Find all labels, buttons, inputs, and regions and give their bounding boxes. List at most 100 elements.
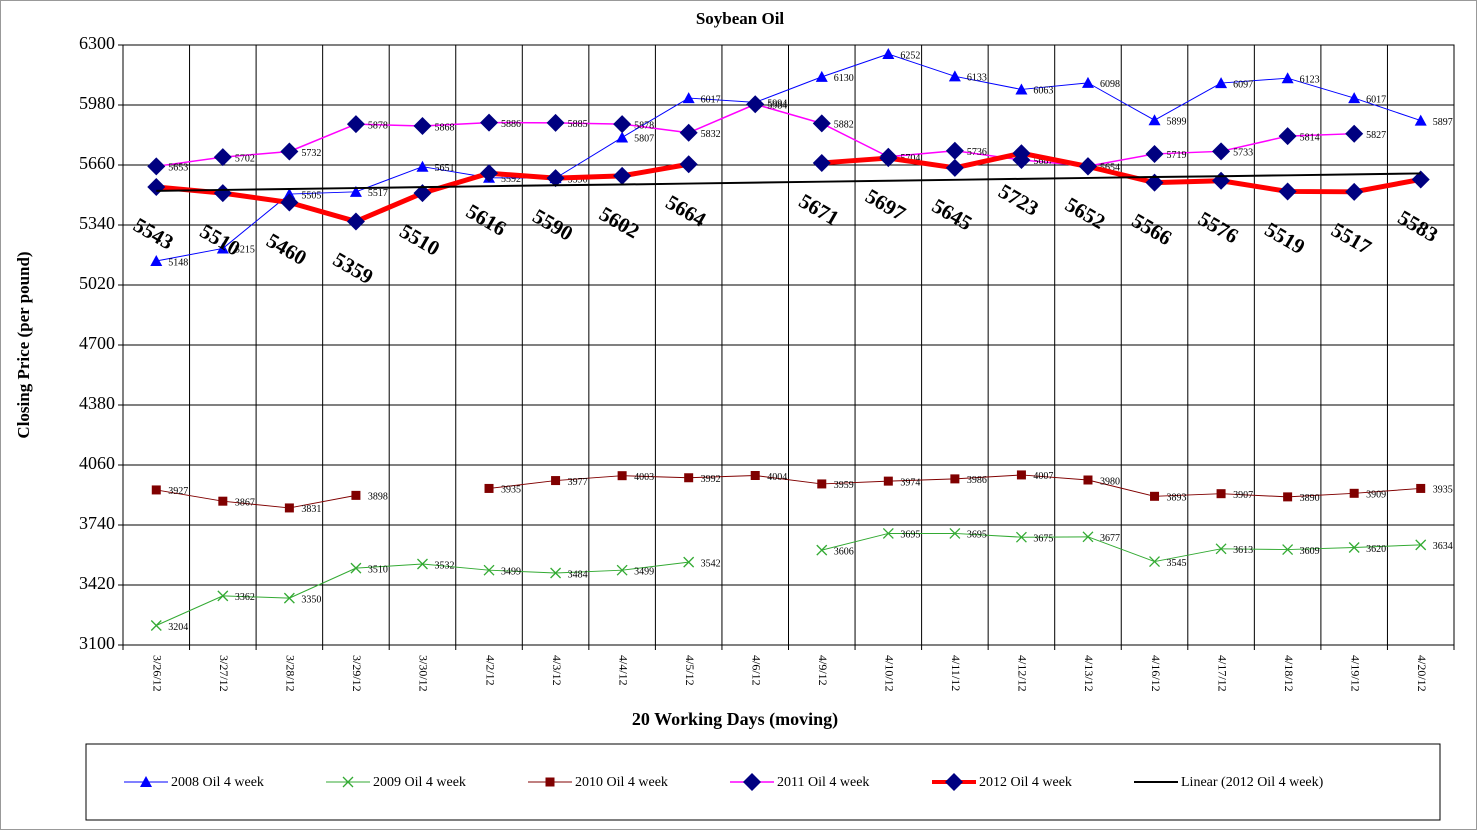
data-point [746,95,765,114]
data-point [683,556,695,568]
data-label: 3350 [301,594,321,605]
data-label: 5994 [767,99,787,110]
x-tick-label: 4/10/12 [883,655,897,692]
data-label: 3974 [900,477,920,488]
data-point [616,564,628,576]
data-label: 3695 [900,530,920,541]
data-label: 3609 [1300,546,1320,557]
data-label: 5733 [1233,148,1253,159]
legend-marker [743,773,761,791]
data-point [950,474,960,484]
y-tick-label: 5340 [79,213,115,233]
data-point [882,48,895,59]
data-label: 5827 [1366,130,1386,141]
legend-label: Linear (2012 Oil 4 week) [1181,775,1324,790]
data-label: 6017 [701,94,721,105]
data-label: 3893 [1167,493,1187,504]
data-point [948,70,961,82]
data-point [684,473,694,483]
data-point [1282,544,1294,556]
x-tick-label: 4/16/12 [1149,655,1163,692]
data-point [480,164,499,183]
data-label: 5886 [501,119,521,130]
data-point [416,160,429,172]
legend-label: 2012 Oil 4 week [979,775,1072,790]
data-point [682,92,695,104]
data-label: 5878 [368,120,388,131]
data-point [1411,170,1430,189]
data-label: 3677 [1100,533,1120,544]
legend-marker [945,773,963,791]
data-label: 3613 [1233,545,1253,556]
data-point [1016,470,1026,480]
data-label: 5590 [568,174,588,185]
data-label: 5653 [168,163,188,174]
legend-marker [140,776,152,787]
data-label: 3532 [434,560,454,571]
data-label: 5732 [301,148,321,159]
data-point [213,148,232,167]
data-point [817,479,827,489]
data-point [150,620,162,631]
data-point [1015,83,1028,95]
data-label: 5832 [701,129,721,140]
data-label: 3675 [1033,533,1053,544]
data-point [147,157,166,176]
data-point [346,115,365,134]
data-point [151,485,161,495]
data-point [1281,72,1294,84]
legend-marker [342,776,354,788]
data-point [1216,489,1226,499]
data-label: 6133 [967,73,987,84]
data-label: 5878 [634,120,654,131]
x-tick-label: 4/12/12 [1016,655,1030,692]
data-point [1278,182,1297,201]
data-point [546,169,565,188]
data-label: 3935 [1433,485,1453,496]
data-label: 3927 [168,486,188,497]
y-tick-label: 4700 [79,333,115,353]
data-label: 3204 [168,622,188,633]
data-label: 6123 [1300,74,1320,85]
data-point [484,483,494,493]
data-point [417,558,428,570]
data-label: 3606 [834,546,854,557]
data-point [1015,531,1027,543]
data-label: 6130 [834,73,854,84]
data-label: 3362 [235,592,255,603]
data-point [613,166,632,185]
x-tick-label: 4/13/12 [1082,655,1096,692]
x-tick-label: 3/28/12 [284,655,298,692]
data-label: 5984 [767,101,787,112]
data-point [483,564,495,576]
data-point [812,153,831,172]
x-tick-label: 4/20/12 [1415,655,1429,692]
data-point [546,113,565,132]
data-label: 5736 [967,147,987,158]
data-label: 5702 [235,153,255,164]
data-label: 3977 [568,477,588,488]
data-point [815,70,828,82]
x-tick-label: 4/9/12 [816,655,830,686]
x-tick-label: 4/11/12 [949,655,963,691]
data-point [1145,173,1164,192]
data-point [1148,114,1161,126]
data-point [949,527,961,539]
y-tick-label: 3740 [79,513,115,533]
data-label: 3890 [1300,493,1320,504]
y-tick-label: 5020 [79,273,115,293]
legend-label: 2008 Oil 4 week [171,775,264,790]
y-tick-label: 4380 [79,393,115,413]
data-label: 3510 [368,564,388,575]
data-point [883,476,893,486]
data-point [284,503,294,513]
x-tick-label: 3/26/12 [151,655,165,692]
data-point [1078,157,1097,176]
data-point [280,142,299,161]
data-label: 5868 [434,122,454,133]
data-label: 3909 [1366,490,1386,501]
data-point [1414,114,1427,126]
data-label: 3831 [301,504,321,515]
data-label: 3542 [701,558,721,569]
data-point [816,544,828,556]
